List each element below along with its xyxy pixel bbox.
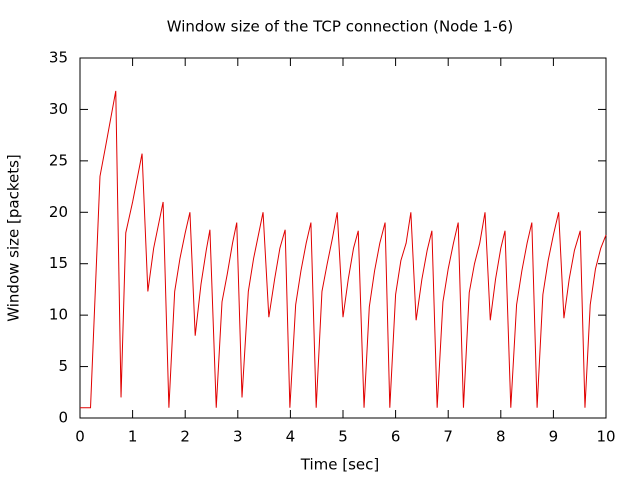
x-tick-label: 0 [75, 428, 85, 446]
y-axis-label: Window size [packets] [5, 154, 23, 322]
x-tick-label: 9 [549, 428, 559, 446]
x-tick-label: 7 [443, 428, 453, 446]
y-tick-label: 5 [58, 357, 68, 375]
chart-title: Window size of the TCP connection (Node … [167, 18, 513, 36]
y-tick-label: 30 [49, 100, 68, 118]
x-tick-label: 5 [338, 428, 348, 446]
x-axis-label: Time [sec] [300, 456, 379, 474]
x-tick-label: 3 [233, 428, 243, 446]
x-tick-label: 2 [180, 428, 190, 446]
y-tick-label: 0 [58, 409, 68, 427]
plot-frame [79, 57, 607, 419]
data-line [80, 90, 607, 409]
y-tick-label: 20 [49, 203, 68, 221]
y-tick-label: 25 [49, 151, 68, 169]
x-tick-label: 1 [128, 428, 138, 446]
y-tick-label: 10 [49, 306, 68, 324]
x-tick-label: 8 [496, 428, 506, 446]
x-tick-label: 6 [391, 428, 401, 446]
y-tick-label: 35 [49, 49, 68, 67]
x-tick-label: 10 [596, 428, 615, 446]
x-tick-label: 4 [286, 428, 296, 446]
y-tick-label: 15 [49, 254, 68, 272]
